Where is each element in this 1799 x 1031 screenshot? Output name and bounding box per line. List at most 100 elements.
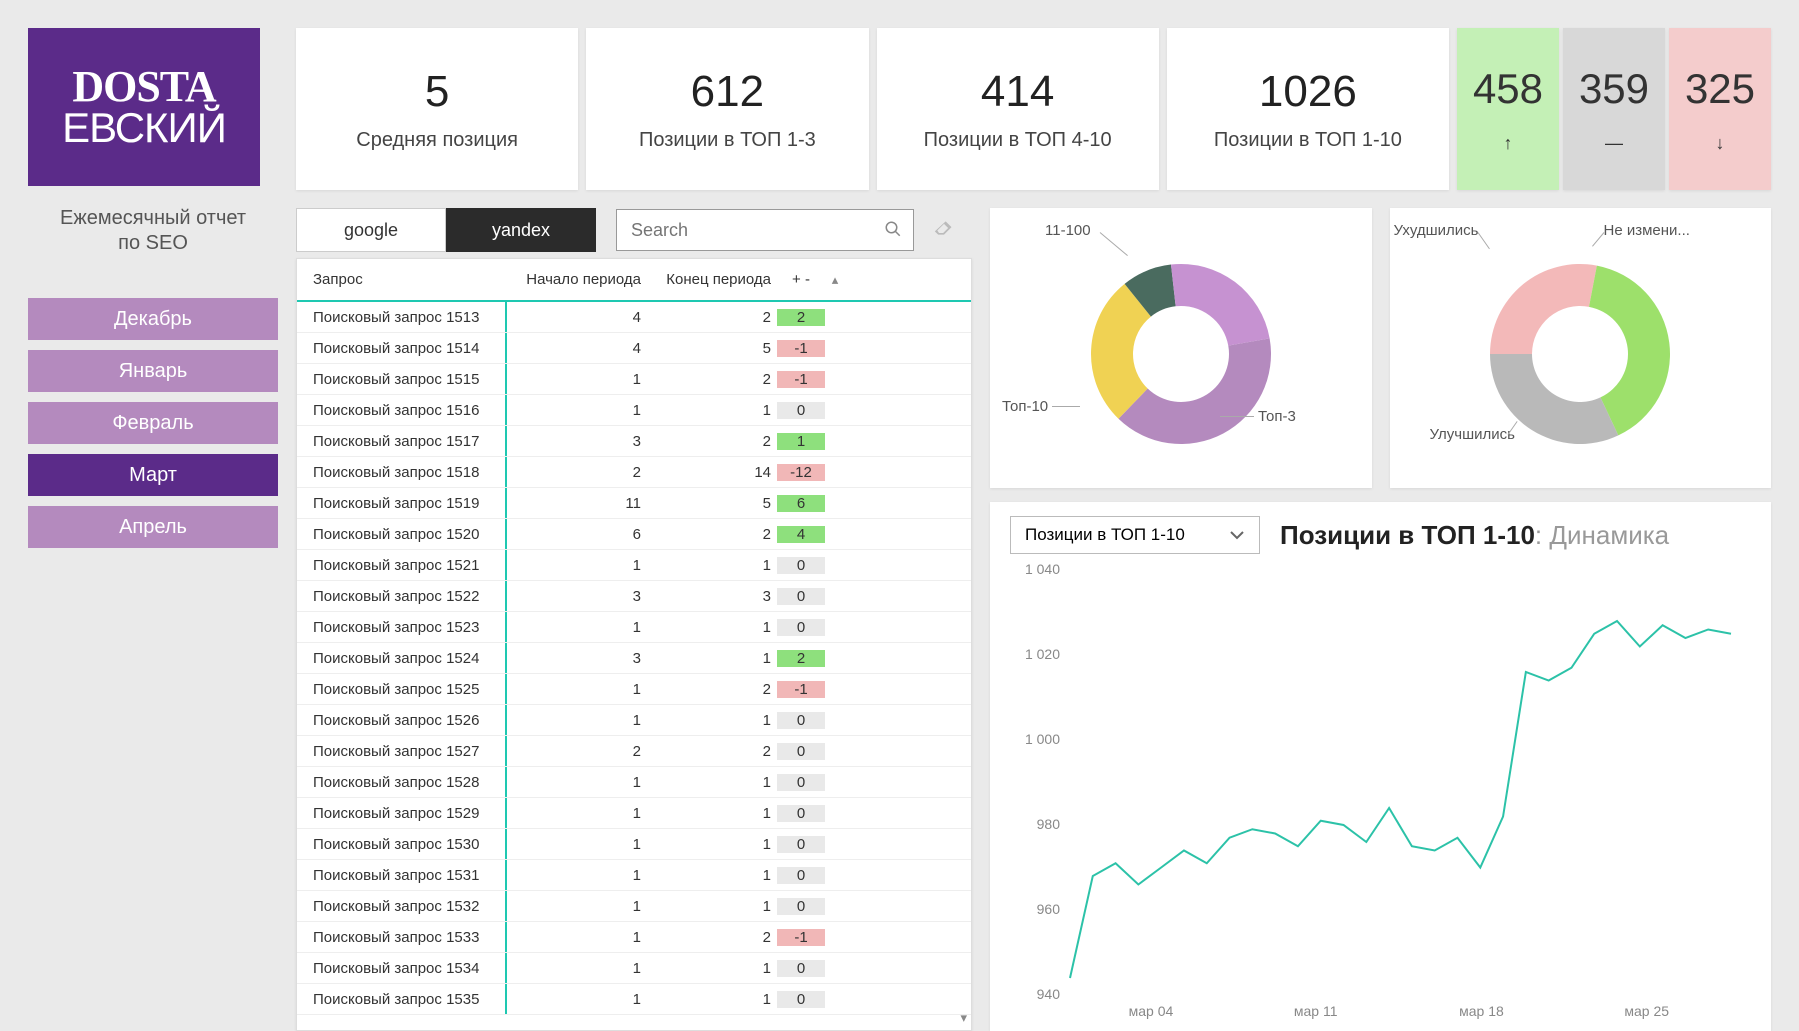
eraser-icon[interactable] bbox=[934, 219, 954, 242]
search-icon[interactable] bbox=[884, 220, 902, 243]
cell-end: 1 bbox=[647, 898, 777, 915]
table-row[interactable]: Поисковый запрос 1535110 bbox=[297, 984, 971, 1015]
cell-delta: 0 bbox=[777, 712, 825, 729]
table-row[interactable]: Поисковый запрос 151445-1 bbox=[297, 333, 971, 364]
table-row[interactable]: Поисковый запрос 1522330 bbox=[297, 581, 971, 612]
mini-value: 458 bbox=[1473, 65, 1543, 113]
table-row[interactable]: Поисковый запрос 152512-1 bbox=[297, 674, 971, 705]
table-row[interactable]: Поисковый запрос 1516110 bbox=[297, 395, 971, 426]
cell-end: 3 bbox=[647, 588, 777, 605]
table-row[interactable]: Поисковый запрос 15191156 bbox=[297, 488, 971, 519]
table-row[interactable]: Поисковый запрос 1520624 bbox=[297, 519, 971, 550]
cell-end: 1 bbox=[647, 619, 777, 636]
cell-query: Поисковый запрос 1519 bbox=[307, 488, 507, 518]
table-row[interactable]: Поисковый запрос 1532110 bbox=[297, 891, 971, 922]
cell-start: 3 bbox=[507, 588, 647, 605]
cell-query: Поисковый запрос 1531 bbox=[307, 860, 507, 890]
engine-tab-yandex[interactable]: yandex bbox=[446, 208, 596, 252]
cell-query: Поисковый запрос 1535 bbox=[307, 984, 507, 1014]
metric-dropdown[interactable]: Позиции в ТОП 1-10 bbox=[1010, 516, 1260, 554]
table-row[interactable]: Поисковый запрос 1523110 bbox=[297, 612, 971, 643]
cell-start: 1 bbox=[507, 929, 647, 946]
cell-delta: 4 bbox=[777, 526, 825, 543]
cell-start: 1 bbox=[507, 867, 647, 884]
col-header-query[interactable]: Запрос bbox=[307, 271, 507, 288]
y-tick-label: 1 020 bbox=[1010, 646, 1060, 662]
metric-top-1-10: 1026 Позиции в ТОП 1-10 bbox=[1167, 28, 1449, 190]
cell-query: Поисковый запрос 1517 bbox=[307, 426, 507, 456]
col-header-delta[interactable]: + - bbox=[777, 271, 825, 288]
metric-top-1-3: 612 Позиции в ТОП 1-3 bbox=[586, 28, 868, 190]
cell-delta: 2 bbox=[777, 309, 825, 326]
queries-table: Запрос Начало периода Конец периода + - … bbox=[296, 258, 972, 1031]
y-tick-label: 1 040 bbox=[1010, 561, 1060, 577]
cell-start: 1 bbox=[507, 371, 647, 388]
cell-query: Поисковый запрос 1522 bbox=[307, 581, 507, 611]
metric-value: 612 bbox=[691, 67, 764, 117]
month-button-4[interactable]: Апрель bbox=[28, 506, 278, 548]
cell-delta: 6 bbox=[777, 495, 825, 512]
cell-query: Поисковый запрос 1518 bbox=[307, 457, 507, 487]
table-row[interactable]: Поисковый запрос 1534110 bbox=[297, 953, 971, 984]
cell-query: Поисковый запрос 1533 bbox=[307, 922, 507, 952]
cell-query: Поисковый запрос 1520 bbox=[307, 519, 507, 549]
engine-tab-google[interactable]: google bbox=[296, 208, 446, 252]
cell-start: 1 bbox=[507, 960, 647, 977]
cell-delta: -1 bbox=[777, 340, 825, 357]
table-row[interactable]: Поисковый запрос 151512-1 bbox=[297, 364, 971, 395]
cell-delta: 0 bbox=[777, 619, 825, 636]
cell-end: 1 bbox=[647, 991, 777, 1008]
cell-end: 5 bbox=[647, 340, 777, 357]
y-tick-label: 940 bbox=[1010, 986, 1060, 1002]
metric-value: 5 bbox=[425, 67, 449, 117]
cell-start: 6 bbox=[507, 526, 647, 543]
title-main: Позиции в ТОП 1-10 bbox=[1280, 520, 1535, 550]
table-row[interactable]: Поисковый запрос 1530110 bbox=[297, 829, 971, 860]
table-row[interactable]: Поисковый запрос 1513422 bbox=[297, 302, 971, 333]
cell-end: 2 bbox=[647, 681, 777, 698]
table-row[interactable]: Поисковый запрос 1531110 bbox=[297, 860, 971, 891]
cell-delta: 0 bbox=[777, 557, 825, 574]
metric-label: Средняя позиция bbox=[356, 129, 518, 152]
table-row[interactable]: Поисковый запрос 1521110 bbox=[297, 550, 971, 581]
col-header-start[interactable]: Начало периода bbox=[507, 271, 647, 288]
table-row[interactable]: Поисковый запрос 1529110 bbox=[297, 798, 971, 829]
table-row[interactable]: Поисковый запрос 1518214-12 bbox=[297, 457, 971, 488]
metric-label: Позиции в ТОП 1-10 bbox=[1214, 129, 1402, 152]
cell-end: 1 bbox=[647, 712, 777, 729]
cell-start: 4 bbox=[507, 309, 647, 326]
scroll-down-icon[interactable]: ▾ bbox=[960, 1010, 967, 1026]
month-button-2[interactable]: Февраль bbox=[28, 402, 278, 444]
donut-label-top10: Топ-10 bbox=[1002, 398, 1048, 415]
cell-delta: -1 bbox=[777, 371, 825, 388]
scroll-up-icon[interactable]: ▴ bbox=[825, 272, 845, 288]
cell-delta: 0 bbox=[777, 402, 825, 419]
metric-label: Позиции в ТОП 1-3 bbox=[639, 129, 816, 152]
col-header-end[interactable]: Конец периода bbox=[647, 271, 777, 288]
table-row[interactable]: Поисковый запрос 153312-1 bbox=[297, 922, 971, 953]
table-row[interactable]: Поисковый запрос 1524312 bbox=[297, 643, 971, 674]
donut-changes: Ухудшились Не измени... Улучшились bbox=[1390, 208, 1772, 488]
month-button-3[interactable]: Март bbox=[28, 454, 278, 496]
cell-end: 1 bbox=[647, 805, 777, 822]
cell-start: 3 bbox=[507, 433, 647, 450]
y-tick-label: 1 000 bbox=[1010, 731, 1060, 747]
month-button-0[interactable]: Декабрь bbox=[28, 298, 278, 340]
table-row[interactable]: Поисковый запрос 1517321 bbox=[297, 426, 971, 457]
cell-end: 1 bbox=[647, 867, 777, 884]
table-row[interactable]: Поисковый запрос 1528110 bbox=[297, 767, 971, 798]
search-input[interactable] bbox=[616, 209, 914, 251]
cell-delta: -1 bbox=[777, 929, 825, 946]
dash-icon: — bbox=[1605, 133, 1623, 154]
table-body[interactable]: ▾ Поисковый запрос 1513422Поисковый запр… bbox=[297, 302, 971, 1030]
metric-top-4-10: 414 Позиции в ТОП 4-10 bbox=[877, 28, 1159, 190]
cell-query: Поисковый запрос 1528 bbox=[307, 767, 507, 797]
month-button-1[interactable]: Январь bbox=[28, 350, 278, 392]
cell-query: Поисковый запрос 1513 bbox=[307, 302, 507, 332]
cell-query: Поисковый запрос 1527 bbox=[307, 736, 507, 766]
cell-delta: 0 bbox=[777, 774, 825, 791]
table-row[interactable]: Поисковый запрос 1526110 bbox=[297, 705, 971, 736]
cell-query: Поисковый запрос 1526 bbox=[307, 705, 507, 735]
cell-start: 3 bbox=[507, 650, 647, 667]
table-row[interactable]: Поисковый запрос 1527220 bbox=[297, 736, 971, 767]
